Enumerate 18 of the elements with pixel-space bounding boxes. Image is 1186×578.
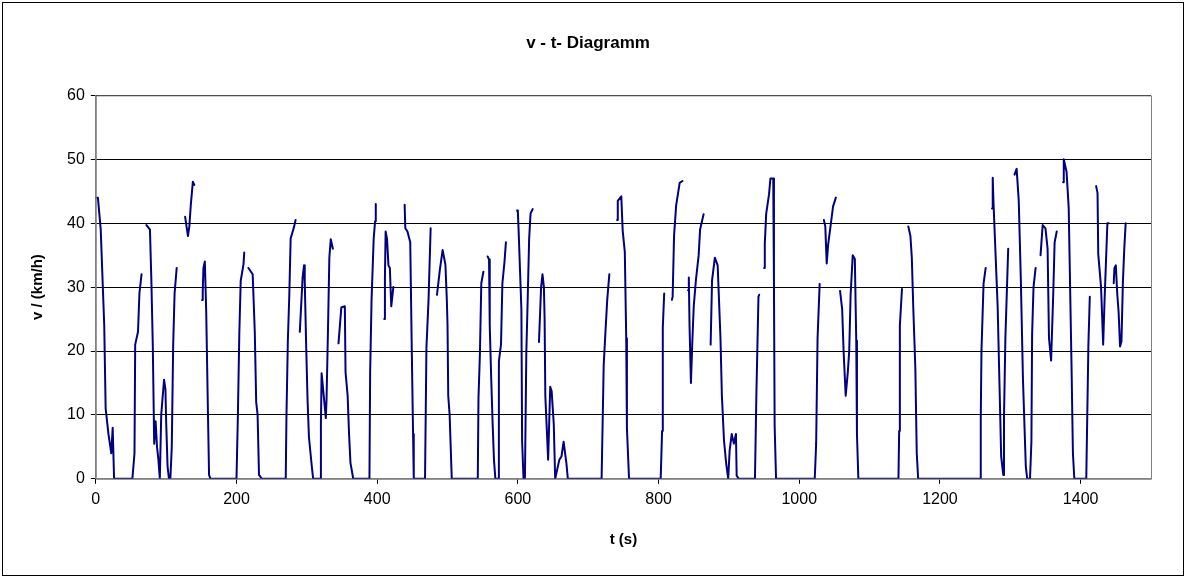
chart-title: v - t- Diagramm: [526, 32, 650, 52]
y-axis-title: v / (km/h): [28, 254, 46, 321]
x-tick-label: 0: [91, 489, 101, 507]
x-tick-label: 1400: [1062, 489, 1099, 507]
x-tick-label: 1000: [781, 489, 818, 507]
x-tick-label: 800: [645, 489, 673, 507]
x-tick-label: 200: [223, 489, 250, 507]
x-tick-label: 600: [504, 489, 532, 507]
y-tick-label: 60: [67, 85, 85, 103]
y-tick-label: 30: [67, 277, 85, 295]
x-tick-label: 400: [363, 489, 391, 507]
y-tick-label: 50: [67, 149, 85, 167]
x-axis-title: t (s): [609, 530, 638, 548]
y-tick-label: 0: [75, 469, 85, 487]
y-tick-label: 20: [67, 341, 85, 359]
y-tick-label: 10: [67, 405, 85, 423]
x-tick-label: 1200: [922, 489, 958, 507]
y-tick-label: 40: [67, 213, 85, 231]
